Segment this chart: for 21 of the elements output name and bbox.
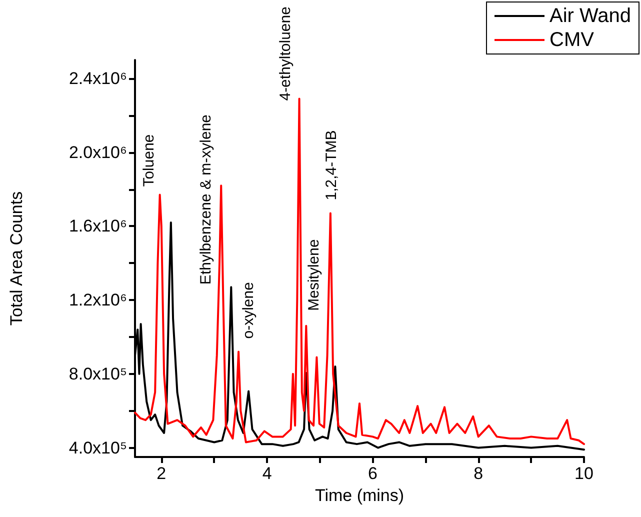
x-tick-label: 2: [156, 464, 166, 483]
annotation: Ethylbenzene & m-xylene: [198, 114, 215, 285]
y-tick-label: 2.0x10⁶: [68, 142, 127, 162]
annotation: Mesitylene: [306, 239, 323, 311]
x-tick-label: 8: [474, 464, 484, 483]
x-tick-label: 10: [574, 464, 594, 483]
annotation: o-xylene: [240, 282, 258, 339]
legend-label: Air Wand: [549, 5, 632, 27]
y-tick-label: 8.0x10⁵: [68, 364, 127, 384]
annotation: 1,2,4-TMB: [322, 130, 340, 200]
x-tick-label: 6: [368, 464, 378, 483]
annotation: 4-ethyltoluene: [276, 6, 294, 101]
annotation: Toluene: [140, 134, 158, 187]
y-axis-title: Total Area Counts: [7, 191, 26, 326]
y-tick-label: 1.6x10⁶: [68, 216, 127, 236]
x-axis-title: Time (mins): [314, 486, 404, 505]
y-tick-label: 2.4x10⁶: [68, 68, 127, 88]
legend-label: CMV: [549, 29, 595, 51]
x-tick-label: 4: [262, 464, 272, 483]
y-tick-label: 1.2x10⁶: [68, 290, 127, 310]
y-tick-label: 4.0x10⁵: [68, 438, 127, 458]
